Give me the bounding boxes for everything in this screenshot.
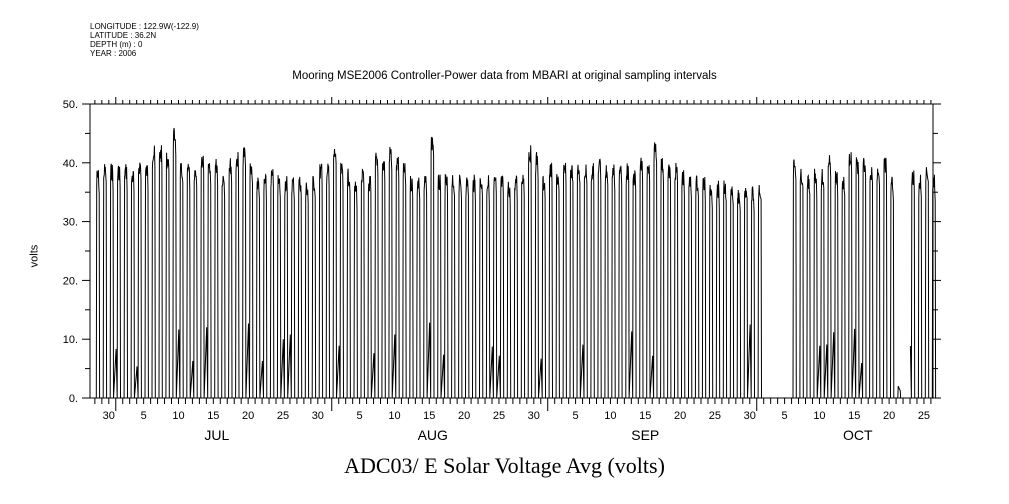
y-tick-label: 40.: [63, 158, 78, 170]
voltage-series-line: [909, 167, 937, 399]
x-tick-label: 25: [277, 410, 289, 422]
x-tick-label: 20: [242, 410, 254, 422]
x-axis-label: ADC03/ E Solar Voltage Avg (volts): [344, 453, 665, 478]
month-label: AUG: [418, 427, 448, 443]
longitude-label: LONGITUDE : 122.9W(-122.9): [90, 22, 199, 31]
year-label: YEAR : 2006: [90, 49, 137, 58]
voltage-series-line: [791, 152, 902, 399]
x-tick-label: 15: [207, 410, 219, 422]
x-tick-label: 30: [103, 410, 115, 422]
depth-label: DEPTH (m) : 0: [90, 40, 143, 49]
x-tick-label: 5: [141, 410, 147, 422]
x-tick-label: 10: [604, 410, 616, 422]
header-info: LONGITUDE : 122.9W(-122.9) LATITUDE : 36…: [90, 22, 199, 58]
x-tick-label: 25: [918, 410, 930, 422]
y-tick-label: 0.: [69, 393, 78, 405]
x-tick-label: 20: [458, 410, 470, 422]
x-tick-label: 10: [172, 410, 184, 422]
x-tick-label: 5: [782, 410, 788, 422]
x-tick-label: 10: [388, 410, 400, 422]
chart-title: Mooring MSE2006 Controller-Power data fr…: [292, 70, 717, 82]
x-tick-label: 30: [312, 410, 324, 422]
x-tick-label: 15: [639, 410, 651, 422]
month-label: SEP: [631, 427, 659, 443]
x-tick-label: 20: [674, 410, 686, 422]
month-label: JUL: [204, 427, 229, 443]
x-tick-label: 15: [848, 410, 860, 422]
x-tick-label: 25: [493, 410, 505, 422]
y-tick-label: 20.: [63, 275, 78, 287]
x-tick-label: 10: [813, 410, 825, 422]
y-tick-label: 10.: [63, 334, 78, 346]
x-tick-label: 30: [744, 410, 756, 422]
x-tick-label: 5: [573, 410, 579, 422]
x-tick-label: 20: [883, 410, 895, 422]
x-tick-label: 5: [357, 410, 363, 422]
x-tick-label: 30: [528, 410, 540, 422]
voltage-series-line: [95, 127, 762, 399]
x-tick-label: 15: [423, 410, 435, 422]
x-tick-label: 25: [709, 410, 721, 422]
y-tick-label: 50.: [63, 99, 78, 111]
y-tick-label: 30.: [63, 217, 78, 229]
month-label: OCT: [843, 427, 873, 443]
latitude-label: LATITUDE : 36.2N: [90, 31, 157, 40]
